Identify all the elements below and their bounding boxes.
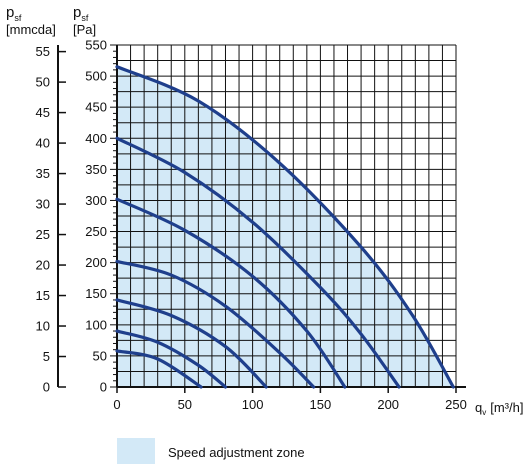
x-tick-label: 200 bbox=[377, 397, 399, 412]
x-axis-title: qv [m³/h] bbox=[475, 400, 523, 417]
mmcda-tick-label: 20 bbox=[36, 258, 50, 273]
mmcda-tick-label: 55 bbox=[36, 44, 50, 59]
chart-grid bbox=[116, 44, 457, 388]
x-tick-label: 0 bbox=[113, 397, 120, 412]
legend-label: Speed adjustment zone bbox=[168, 445, 305, 460]
fan-curve-7 bbox=[115, 349, 203, 389]
right-axis-symbol: p bbox=[73, 4, 81, 21]
svg-text:psf: psf bbox=[73, 4, 89, 23]
mmcda-tick-label: 45 bbox=[36, 105, 50, 120]
pa-tick-label: 0 bbox=[100, 380, 107, 395]
mmcda-tick-label: 10 bbox=[36, 319, 50, 334]
pa-tick-label: 350 bbox=[85, 162, 107, 177]
mmcda-tick-label: 25 bbox=[36, 227, 50, 242]
fan-curve-2 bbox=[115, 136, 401, 389]
x-tick-label: 100 bbox=[242, 397, 264, 412]
right-axis-subscript: sf bbox=[81, 13, 89, 23]
pa-tick-label: 250 bbox=[85, 224, 107, 239]
right-axis-unit: [Pa] bbox=[73, 22, 96, 37]
pa-tick-label: 50 bbox=[93, 348, 107, 363]
mmcda-tick-label: 5 bbox=[43, 349, 50, 364]
legend: Speed adjustment zone bbox=[117, 438, 305, 464]
mmcda-tick-label: 35 bbox=[36, 166, 50, 181]
svg-text:qv[m³/h]: qv [m³/h] bbox=[475, 400, 523, 417]
left-axis-unit: [mmcda] bbox=[6, 22, 56, 37]
fan-curve-5 bbox=[115, 298, 268, 389]
left-axis-title: psf [mmcda] bbox=[6, 4, 56, 37]
x-axis-unit: [m³/h] bbox=[490, 400, 523, 415]
fan-curve-1 bbox=[115, 65, 455, 389]
pa-tick-label: 300 bbox=[85, 193, 107, 208]
pa-tick-label: 500 bbox=[85, 69, 107, 84]
fan-curves bbox=[115, 65, 455, 389]
x-tick-label: 150 bbox=[310, 397, 332, 412]
speed-adjustment-zone bbox=[117, 66, 454, 387]
tick-labels: 5505004504003503002502001501005005550454… bbox=[36, 38, 467, 413]
legend-swatch bbox=[117, 438, 155, 464]
pa-tick-label: 450 bbox=[85, 100, 107, 115]
x-axis-subscript: v bbox=[482, 408, 486, 417]
svg-text:psf: psf bbox=[6, 4, 22, 23]
chart-axes bbox=[57, 44, 466, 393]
x-axis-symbol: q bbox=[475, 400, 482, 415]
pa-tick-label: 100 bbox=[85, 317, 107, 332]
mmcda-tick-label: 30 bbox=[36, 197, 50, 212]
mmcda-tick-label: 15 bbox=[36, 288, 50, 303]
pa-tick-label: 400 bbox=[85, 131, 107, 146]
pa-tick-label: 550 bbox=[85, 38, 107, 53]
left-axis-symbol: p bbox=[6, 4, 14, 21]
mmcda-tick-label: 50 bbox=[36, 75, 50, 90]
fan-curve-3 bbox=[115, 197, 347, 389]
x-tick-label: 50 bbox=[178, 397, 192, 412]
x-tick-label: 250 bbox=[445, 397, 467, 412]
pa-tick-label: 200 bbox=[85, 255, 107, 270]
fan-curve-6 bbox=[115, 329, 228, 389]
mmcda-tick-label: 0 bbox=[43, 380, 50, 395]
pa-tick-label: 150 bbox=[85, 286, 107, 301]
mmcda-tick-label: 40 bbox=[36, 136, 50, 151]
left-axis-subscript: sf bbox=[14, 13, 22, 23]
fan-curve-4 bbox=[115, 259, 316, 389]
right-axis-title: psf [Pa] bbox=[73, 4, 96, 37]
